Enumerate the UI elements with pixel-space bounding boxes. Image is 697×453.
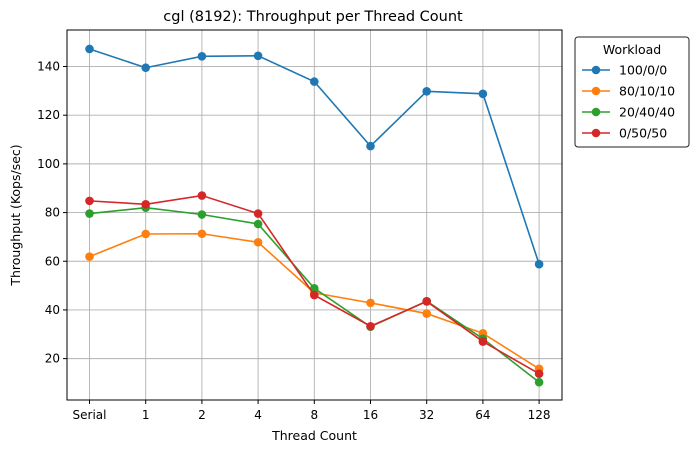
legend-entry: 0/50/50: [582, 126, 667, 141]
series-100-0-0: [85, 44, 544, 269]
x-tick-label: 128: [528, 408, 551, 422]
legend-label: 20/40/40: [619, 105, 675, 120]
data-point: [366, 298, 375, 308]
data-point: [253, 237, 263, 247]
data-point: [422, 297, 432, 306]
x-tick-label: 8: [310, 408, 318, 422]
data-point: [366, 141, 375, 151]
data-point: [197, 229, 207, 239]
y-tick-label: 120: [37, 108, 60, 122]
legend-entry: 80/10/10: [582, 84, 675, 99]
data-point: [366, 321, 375, 331]
y-tick-label: 20: [45, 352, 60, 366]
data-point: [422, 87, 432, 96]
data-point: [422, 309, 432, 318]
x-tick-label: 4: [254, 408, 262, 422]
x-tick-label: 64: [475, 408, 490, 422]
y-tick-label: 140: [37, 60, 60, 74]
series-0-50-50: [85, 191, 544, 379]
x-tick-label: 32: [419, 408, 434, 422]
data-point: [253, 219, 263, 229]
data-point: [310, 290, 319, 300]
ticks: Serial 1 2 4 8 16 32 64 128 20 40 60 80 100 120 140: [37, 60, 550, 422]
grid: [67, 30, 562, 400]
y-tick-label: 100: [37, 157, 60, 171]
y-axis-label: Throughput (Kops/sec): [8, 144, 23, 286]
data-point: [85, 209, 94, 218]
data-point: [141, 229, 150, 239]
data-point: [310, 283, 319, 293]
legend-swatch-marker: [591, 128, 601, 138]
data-point: [534, 369, 544, 379]
x-tick-label: Serial: [73, 408, 107, 422]
legend-swatch-marker: [591, 86, 601, 96]
legend-frame: [574, 36, 690, 148]
data-point: [534, 377, 544, 387]
y-tick-label: 40: [45, 303, 60, 317]
data-point: [197, 210, 207, 219]
x-axis-label: Thread Count: [271, 428, 357, 443]
legend-swatch-marker: [591, 107, 601, 117]
data-point: [197, 51, 207, 61]
x-tick-label: 16: [363, 408, 378, 422]
x-tick-label: 1: [142, 408, 150, 422]
legend-title: Workload: [603, 42, 661, 57]
series-layer: [85, 44, 544, 387]
data-point: [534, 259, 544, 269]
data-point: [197, 191, 207, 200]
legend-label: 0/50/50: [619, 126, 667, 141]
data-point: [141, 199, 150, 209]
y-tick-label: 80: [45, 206, 60, 220]
legend-entry: 20/40/40: [582, 105, 675, 120]
data-point: [478, 337, 488, 346]
data-point: [85, 252, 94, 261]
data-point: [253, 209, 263, 218]
data-point: [478, 89, 488, 99]
chart-title: cgl (8192): Throughput per Thread Count: [163, 9, 463, 25]
data-point: [141, 63, 150, 73]
data-point: [85, 44, 94, 54]
legend-entry: 100/0/0: [582, 63, 667, 78]
legend-label: 80/10/10: [619, 84, 675, 99]
data-point: [253, 51, 263, 61]
legend-swatch-marker: [591, 65, 601, 75]
data-point: [85, 196, 94, 206]
y-tick-label: 60: [45, 254, 60, 268]
data-point: [310, 77, 319, 86]
legend-items: 100/0/0 80/10/10 20/40/40 0/50/50: [582, 63, 675, 141]
x-tick-label: 2: [198, 408, 206, 422]
legend: Workload 100/0/0 80/10/10 20/40/40 0/50/50: [574, 36, 690, 148]
legend-label: 100/0/0: [619, 63, 667, 78]
